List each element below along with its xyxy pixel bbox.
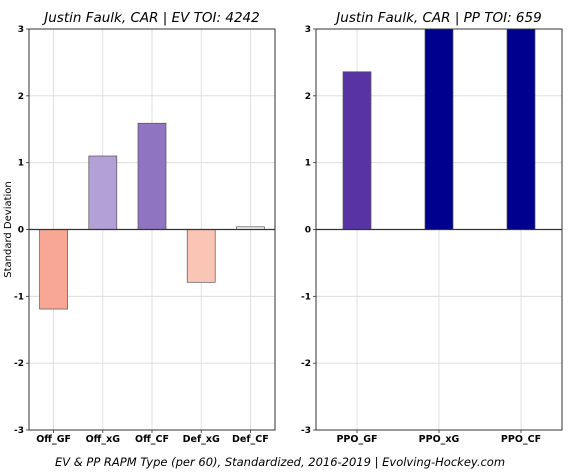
pp-xtick-label-0: PPO_GF bbox=[336, 434, 377, 445]
pp-bar-ppo-gf bbox=[342, 71, 372, 230]
ev-ytick-label-5: 2 bbox=[18, 92, 24, 102]
ev-y-axis-label: Standard Deviation bbox=[3, 181, 14, 278]
ev-chart-title: Justin Faulk, CAR | EV TOI: 4242 bbox=[41, 10, 260, 26]
pp-ytick-label-2: -1 bbox=[301, 292, 311, 302]
ev-ytick-label-1: -2 bbox=[14, 359, 24, 369]
ev-xtick-label-1: Off_xG bbox=[86, 434, 121, 445]
ev-rapm-panel: -3 -2 -1 0 1 2 3 Off_GF Off_xG Off_CF Def_xG Def_CF… bbox=[3, 10, 276, 445]
pp-ytick-label-3: 0 bbox=[305, 226, 311, 236]
pp-ytick-label-1: -2 bbox=[301, 359, 311, 369]
pp-bar-ppo-cf bbox=[506, 28, 536, 230]
ev-bar-off-xg bbox=[88, 155, 118, 230]
ev-xtick-label-2: Off_CF bbox=[135, 434, 169, 445]
pp-ytick-label-5: 2 bbox=[305, 92, 311, 102]
ev-bar-def-xg bbox=[186, 229, 216, 283]
footer-caption: EV & PP RAPM Type (per 60), Standardized… bbox=[55, 455, 505, 469]
pp-xtick-label-2: PPO_CF bbox=[501, 434, 541, 445]
ev-ytick-label-4: 1 bbox=[18, 159, 24, 169]
ev-ytick-label-6: 3 bbox=[18, 25, 24, 35]
pp-ytick-label-6: 3 bbox=[305, 25, 311, 35]
ev-xtick-label-3: Def_xG bbox=[183, 434, 220, 445]
ev-ytick-label-0: -3 bbox=[14, 426, 24, 436]
ev-xtick-label-0: Off_GF bbox=[36, 434, 71, 445]
pp-xtick-label-1: PPO_xG bbox=[419, 434, 460, 445]
pp-ytick-label-4: 1 bbox=[305, 159, 311, 169]
pp-ytick-label-0: -3 bbox=[301, 426, 311, 436]
pp-rapm-panel: -3 -2 -1 0 1 2 3 PPO_GF PPO_xG PPO_CF Justin Faulk… bbox=[301, 10, 563, 445]
pp-chart-title: Justin Faulk, CAR | PP TOI: 659 bbox=[333, 10, 541, 26]
ev-bar-off-gf bbox=[39, 229, 68, 310]
ev-ytick-label-3: 0 bbox=[18, 226, 24, 236]
ev-bar-off-cf bbox=[137, 122, 167, 230]
pp-bar-ppo-xg bbox=[424, 28, 454, 230]
ev-xtick-label-4: Def_CF bbox=[232, 434, 269, 445]
ev-ytick-label-2: -1 bbox=[14, 292, 24, 302]
